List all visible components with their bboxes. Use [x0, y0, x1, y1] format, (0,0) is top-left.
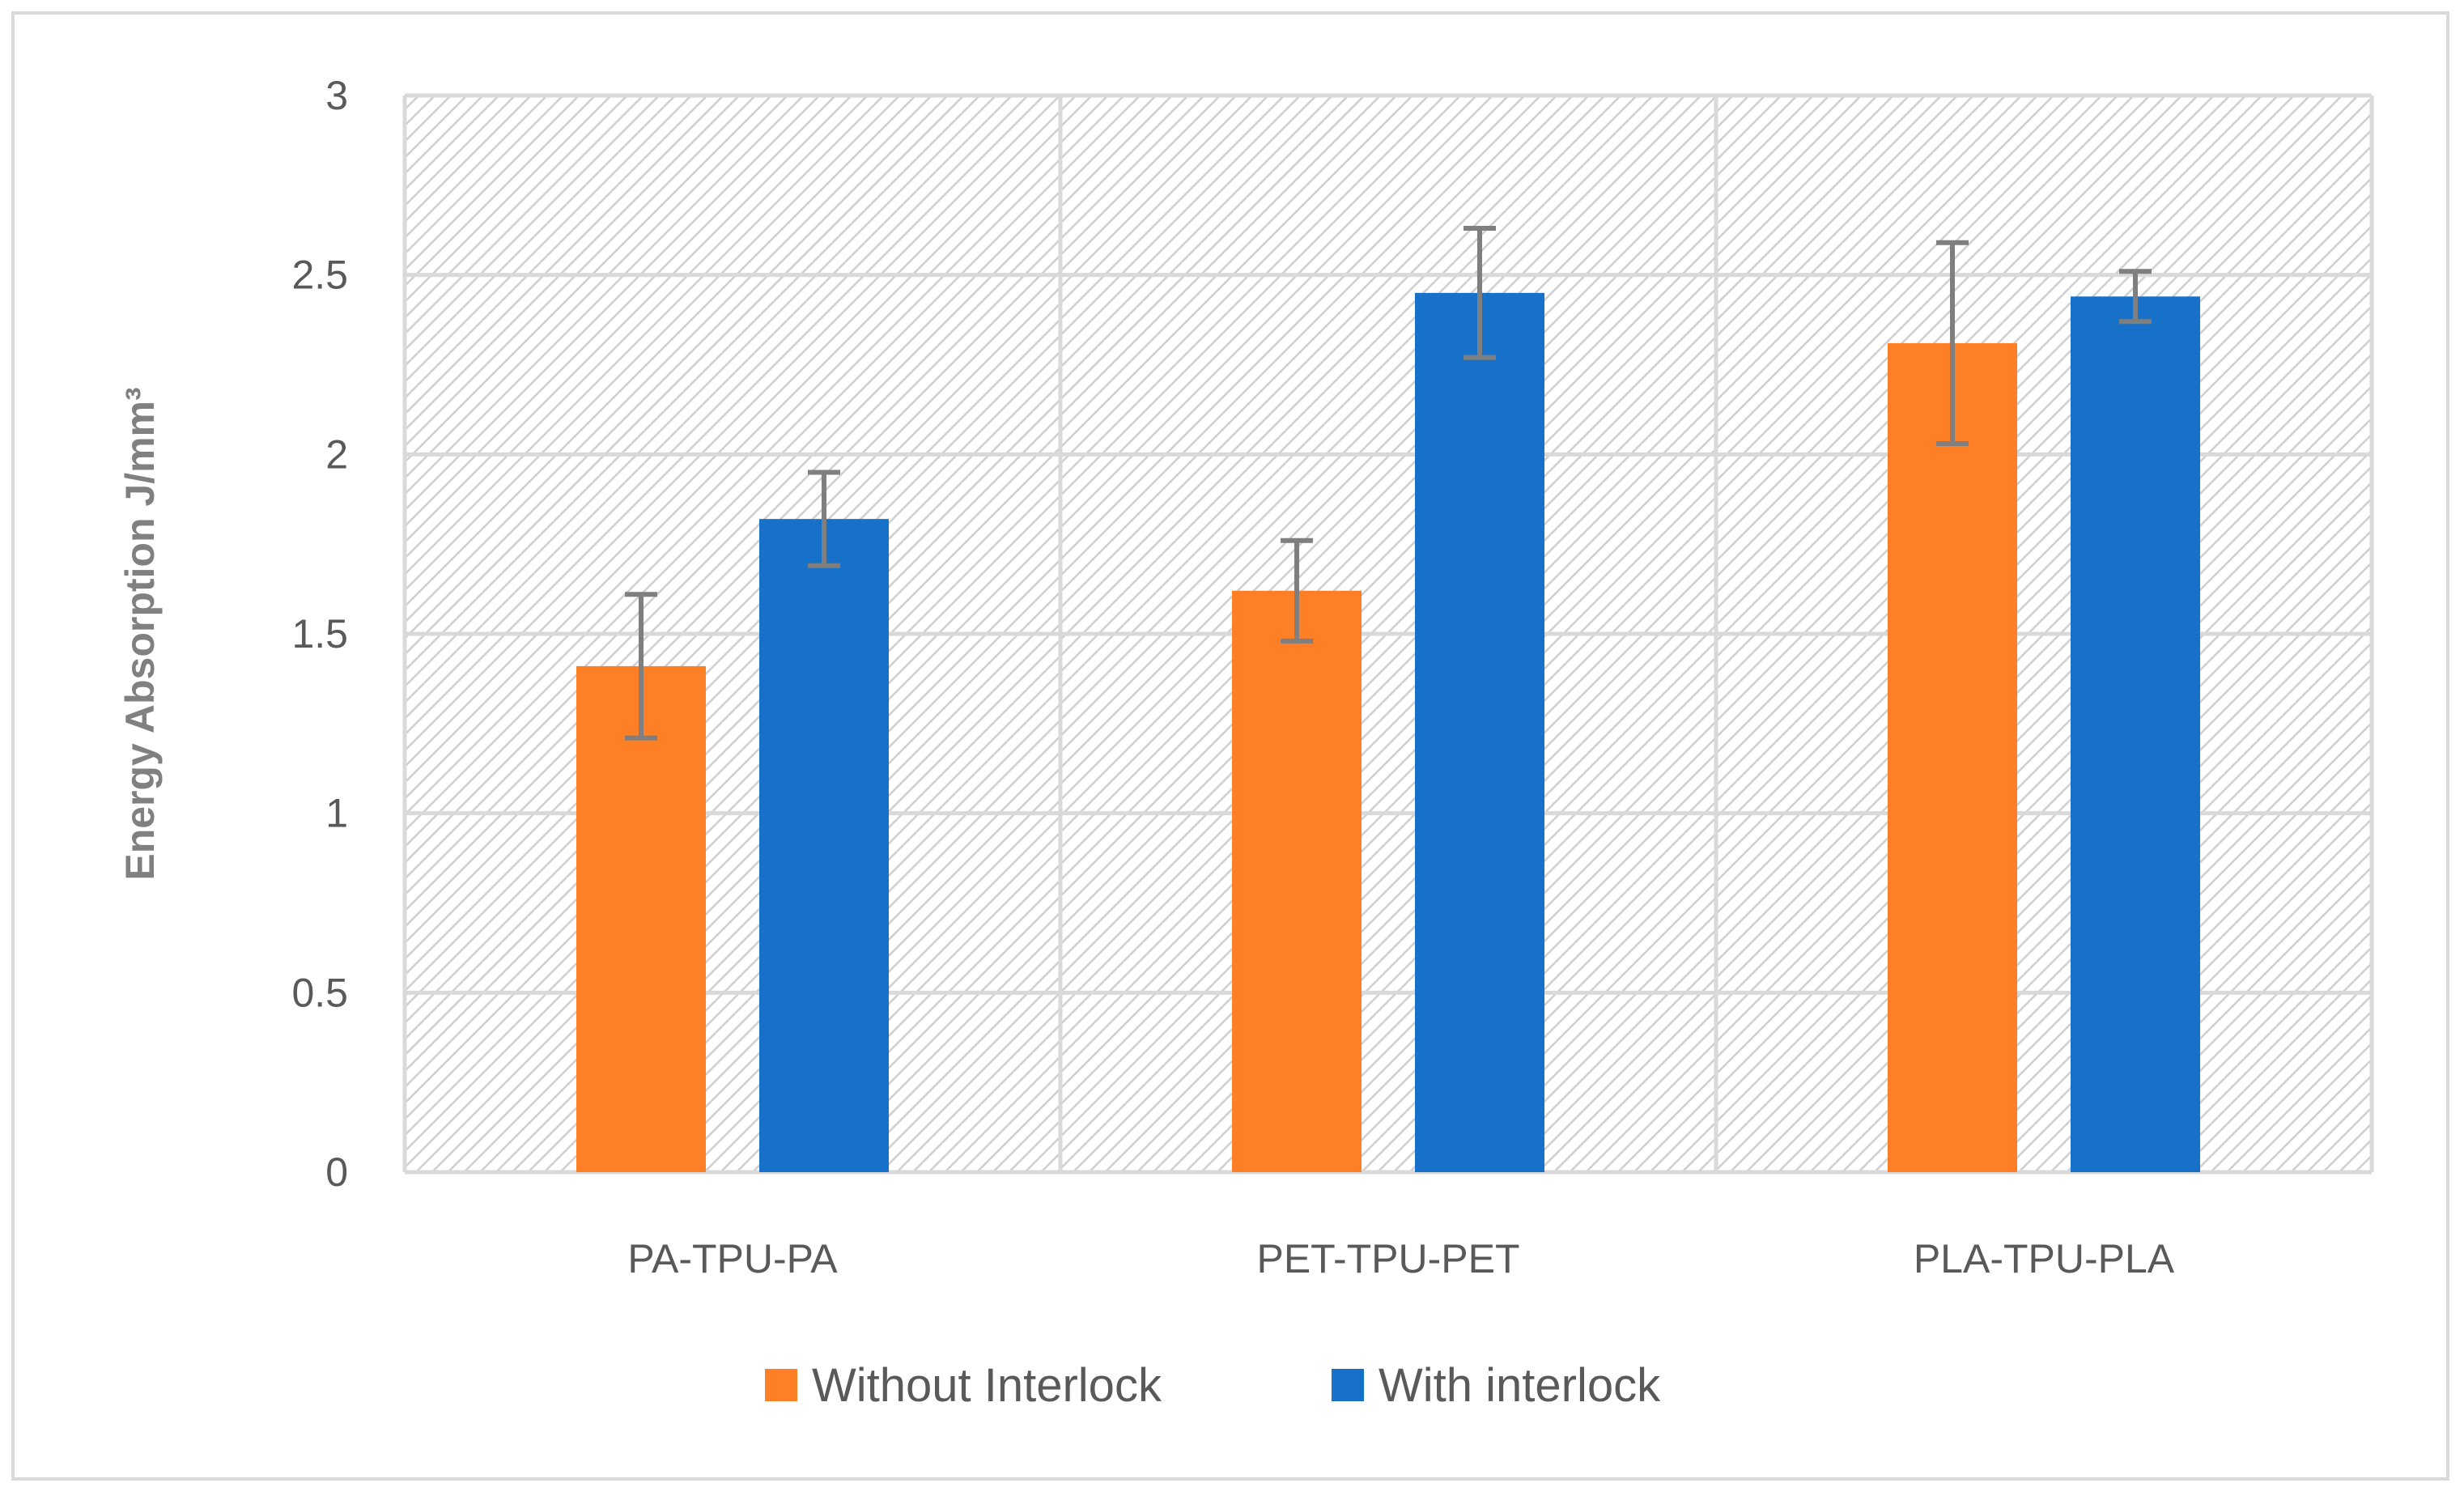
- x-tick-label: PA-TPU-PA: [627, 1236, 838, 1281]
- y-tick-label: 2: [325, 431, 348, 477]
- legend-item: Without Interlock: [765, 1359, 1162, 1412]
- legend-label: Without Interlock: [812, 1359, 1162, 1412]
- bar-without-interlock-2: [1888, 342, 2017, 1172]
- x-tick-label: PLA-TPU-PLA: [1914, 1236, 2175, 1281]
- error-bars: [625, 226, 2152, 741]
- bar-with-interlock-0: [759, 519, 889, 1172]
- bar-with-interlock-2: [2071, 296, 2200, 1173]
- bar-with-interlock-1: [1415, 292, 1544, 1172]
- x-axis-ticks: PA-TPU-PA PET-TPU-PET PLA-TPU-PLA: [627, 1236, 2174, 1281]
- y-tick-label: 2.5: [291, 253, 348, 298]
- legend-label: With interlock: [1379, 1359, 1661, 1412]
- y-tick-label: 1.5: [291, 611, 348, 657]
- legend-swatch: [1332, 1369, 1364, 1401]
- bar-without-interlock-1: [1232, 590, 1362, 1172]
- error-bar: [2119, 269, 2152, 325]
- x-tick-label: PET-TPU-PET: [1256, 1236, 1519, 1281]
- error-bar: [1281, 538, 1313, 644]
- bar-without-interlock-0: [576, 665, 706, 1172]
- legend-item: With interlock: [1332, 1359, 1661, 1412]
- error-bar: [1464, 226, 1496, 360]
- error-bar: [1936, 240, 1969, 447]
- bars: [576, 292, 2200, 1173]
- y-tick-label: 3: [325, 73, 348, 118]
- gridlines: [402, 93, 2374, 1175]
- legend: Without Interlock With interlock: [765, 1359, 1661, 1412]
- y-axis-ticks: 0 0.5 1 1.5 2 2.5 3: [291, 73, 348, 1195]
- error-bar: [625, 592, 657, 741]
- y-tick-label: 0: [325, 1149, 348, 1195]
- y-tick-label: 1: [325, 791, 348, 836]
- y-axis-title: Energy Absorption J/mm³: [117, 387, 163, 880]
- legend-swatch: [765, 1369, 797, 1401]
- y-tick-label: 0.5: [291, 970, 348, 1015]
- error-bar: [808, 470, 840, 568]
